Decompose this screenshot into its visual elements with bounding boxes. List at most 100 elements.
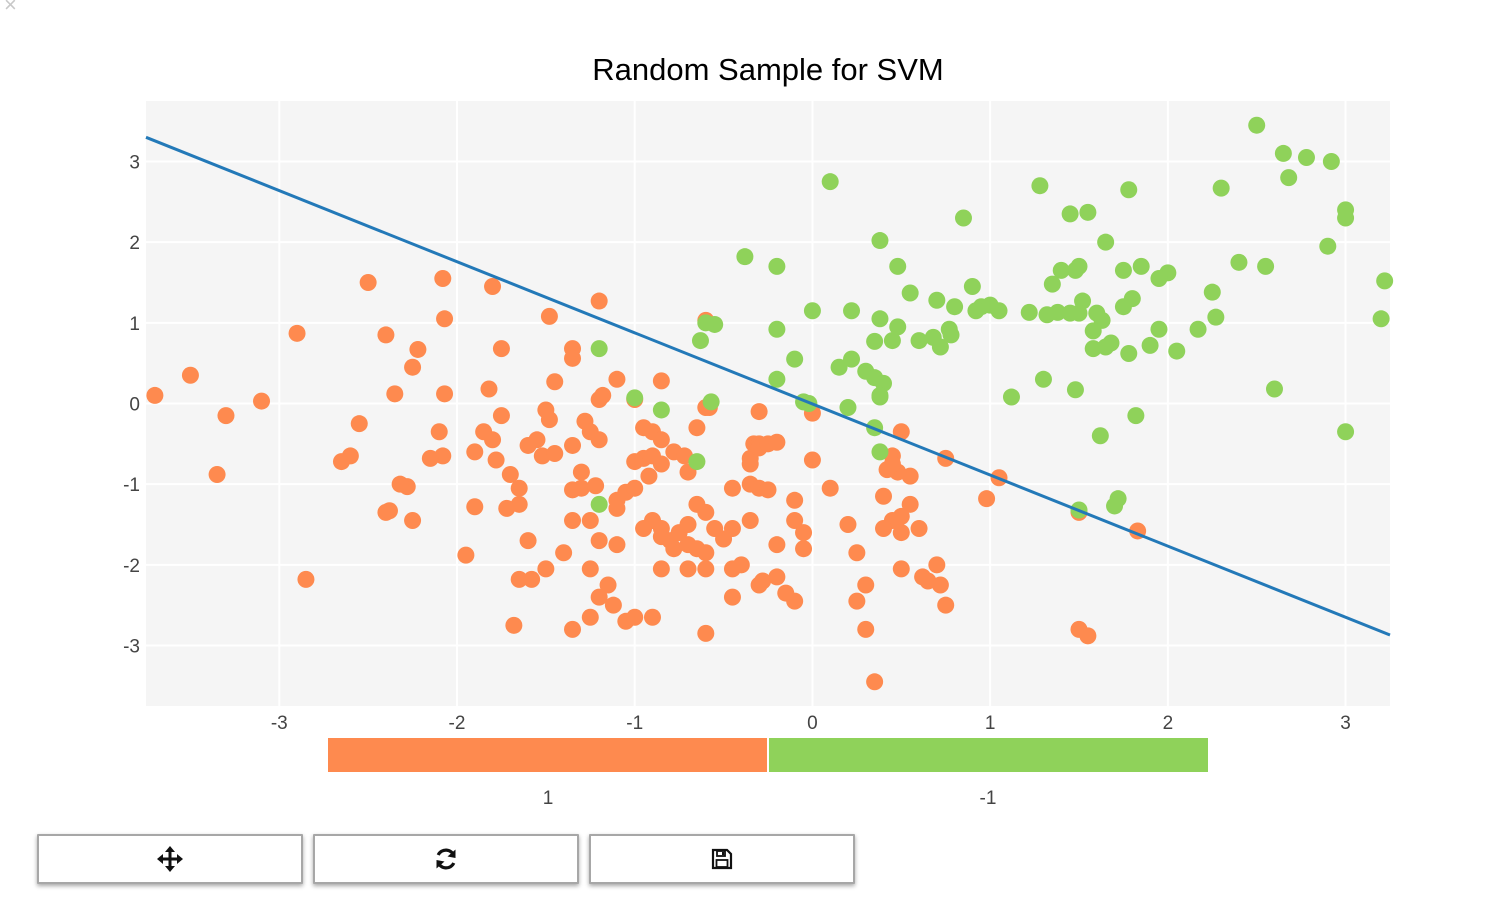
data-point — [871, 232, 889, 250]
pan-button[interactable] — [37, 834, 303, 884]
data-point — [1002, 388, 1020, 406]
data-point — [498, 499, 516, 517]
data-point — [978, 490, 996, 508]
data-point — [643, 608, 661, 626]
data-point — [889, 257, 907, 275]
data-point — [736, 248, 754, 266]
data-point — [604, 596, 622, 614]
data-point — [492, 340, 510, 358]
boundary-line — [145, 135, 1391, 637]
data-point — [786, 511, 804, 529]
data-point — [564, 436, 582, 454]
data-point — [430, 423, 448, 441]
data-point — [1297, 148, 1315, 166]
data-point — [590, 532, 608, 550]
data-point — [697, 560, 715, 578]
data-point — [1212, 179, 1230, 197]
data-point — [652, 401, 670, 419]
data-point — [564, 511, 582, 529]
data-point — [1372, 310, 1390, 328]
data-point — [883, 332, 901, 350]
data-point — [1248, 116, 1266, 134]
data-point — [253, 392, 271, 410]
y-tick-label: -2 — [123, 556, 140, 577]
data-point — [981, 296, 999, 314]
data-point — [181, 366, 199, 384]
x-tick-label: -3 — [271, 713, 288, 734]
data-point — [768, 257, 786, 275]
x-tick-label: -2 — [449, 713, 466, 734]
data-point — [1150, 269, 1168, 287]
data-point — [564, 481, 582, 499]
legend-swatch — [769, 738, 1208, 772]
data-point — [697, 624, 715, 642]
y-tick-label: 1 — [129, 314, 140, 335]
close-icon[interactable]: × — [4, 0, 17, 17]
data-point — [883, 455, 901, 473]
data-point — [875, 520, 893, 538]
data-point — [901, 495, 919, 513]
data-point — [652, 560, 670, 578]
data-point — [1132, 257, 1150, 275]
data-point — [1079, 203, 1097, 221]
data-point — [1114, 298, 1132, 316]
data-point — [590, 340, 608, 358]
data-point — [1337, 423, 1355, 441]
data-point — [937, 596, 955, 614]
data-point — [803, 451, 821, 469]
data-point — [1049, 303, 1067, 321]
data-point — [510, 570, 528, 588]
y-tick-label: 2 — [129, 233, 140, 254]
x-tick-label: 3 — [1340, 713, 1351, 734]
data-point — [688, 419, 706, 437]
data-point — [1322, 153, 1340, 170]
data-point — [537, 560, 555, 578]
data-point — [691, 332, 709, 350]
data-point — [626, 389, 644, 407]
data-point — [587, 477, 605, 495]
data-point — [297, 570, 315, 588]
data-point — [741, 511, 759, 529]
data-point — [848, 592, 866, 610]
data-point — [1120, 344, 1138, 362]
data-point — [635, 520, 653, 538]
data-point — [386, 385, 404, 403]
data-point — [581, 608, 599, 626]
data-point — [1150, 320, 1168, 338]
x-axis-ticks: -3 -2 -1 0 1 2 3 — [271, 713, 1351, 734]
data-point — [1097, 233, 1115, 251]
data-point — [1280, 169, 1298, 187]
data-point — [546, 445, 564, 463]
x-tick-label: 1 — [985, 713, 996, 734]
data-point — [1043, 275, 1061, 293]
data-point — [590, 431, 608, 449]
data-point — [839, 516, 857, 533]
data-point — [1106, 497, 1124, 515]
data-point — [572, 463, 590, 481]
data-point — [1091, 427, 1109, 445]
chart-title: Random Sample for SVM — [592, 52, 943, 87]
data-point — [803, 302, 821, 320]
data-point — [723, 520, 741, 538]
refresh-button[interactable] — [313, 834, 579, 884]
data-point — [697, 314, 715, 332]
legend-label: 1 — [543, 788, 554, 809]
data-point — [871, 388, 889, 406]
data-point — [901, 284, 919, 302]
y-axis-ticks: -3 -2 -1 0 1 2 3 — [123, 153, 140, 658]
data-point — [404, 511, 422, 529]
data-point — [821, 173, 839, 191]
data-point — [510, 479, 528, 497]
data-point — [626, 453, 644, 471]
data-point — [892, 423, 910, 441]
data-point — [608, 536, 626, 554]
data-point — [1230, 253, 1248, 271]
data-point — [954, 209, 972, 227]
data-point — [839, 399, 857, 417]
data-point — [564, 349, 582, 367]
data-point — [480, 380, 498, 398]
data-point — [359, 274, 377, 291]
data-point — [380, 502, 398, 520]
save-button[interactable] — [589, 834, 855, 884]
data-point — [924, 328, 942, 346]
